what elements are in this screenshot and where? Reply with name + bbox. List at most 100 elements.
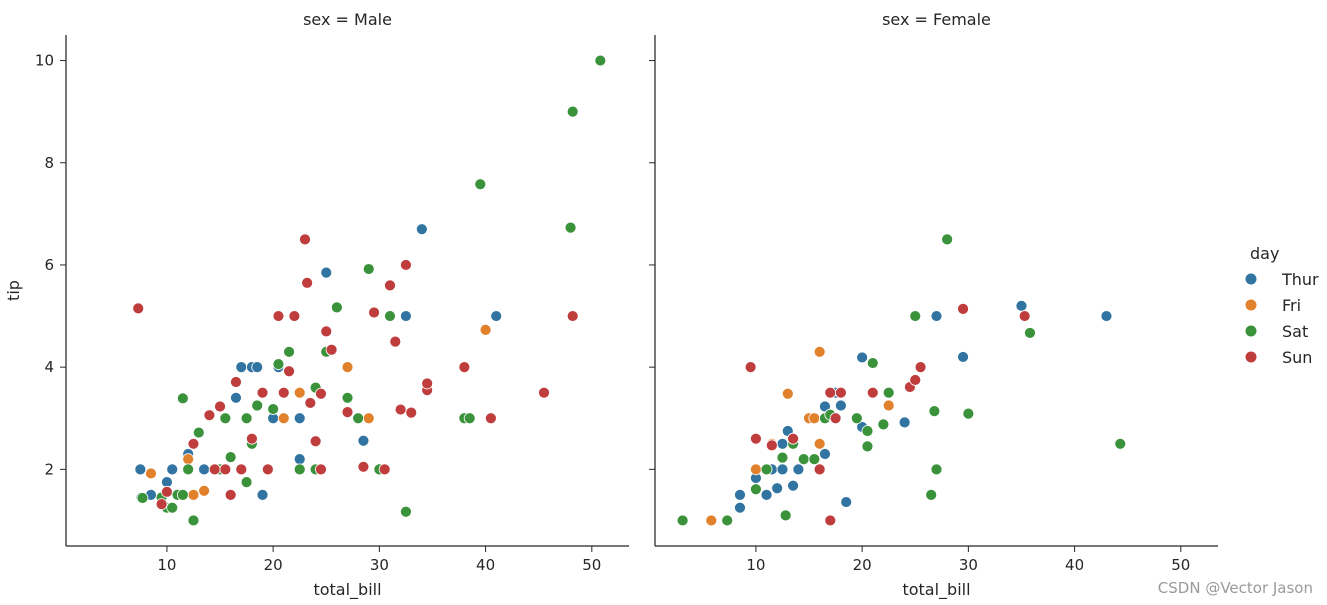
data-point-sat	[760, 463, 773, 476]
data-point-sat	[909, 310, 922, 322]
data-point-sun	[405, 406, 418, 419]
data-point-sat	[176, 488, 189, 501]
data-point-sat	[219, 412, 232, 425]
data-point-sat	[797, 453, 810, 466]
data-point-thur	[400, 310, 412, 322]
x-tick-label: 10	[157, 556, 176, 574]
data-point-sun	[256, 386, 269, 399]
data-point-fri	[293, 386, 306, 399]
x-tick-label: 10	[746, 556, 765, 574]
data-point-thur	[771, 482, 784, 495]
data-point-thur	[930, 310, 943, 322]
data-point-sun	[203, 409, 216, 422]
x-tick-label: 20	[264, 556, 283, 574]
data-point-sun	[214, 400, 226, 413]
data-point-sun	[458, 361, 471, 374]
panel-sex-male: sex = Male 10 20 30 40 50 2 4 6 8 10 total_bill tip	[4, 10, 629, 600]
x-tick-label: 30	[370, 556, 389, 574]
data-point-sun	[208, 463, 221, 476]
data-point-fri	[187, 488, 200, 501]
data-point-thur	[198, 463, 210, 476]
panel-sex-female: sex = Female 10 20 30 40 50 total_bill	[649, 10, 1218, 600]
data-point-sat	[240, 412, 253, 425]
data-point-sat	[776, 451, 789, 464]
data-point-sun	[866, 386, 879, 399]
data-point-sat	[594, 54, 607, 67]
x-tick-label: 40	[476, 556, 495, 574]
data-point-fri	[362, 412, 375, 425]
data-point-sat	[341, 391, 354, 404]
x-tick-label: 50	[1171, 556, 1190, 574]
data-point-sat	[283, 345, 295, 358]
data-point-fri	[750, 463, 762, 476]
legend-marker-sat	[1244, 324, 1258, 338]
data-point-sat	[1024, 327, 1036, 339]
data-point-sat	[384, 310, 396, 322]
data-point-sun	[155, 498, 168, 510]
data-point-thur	[134, 463, 147, 476]
data-point-sat	[176, 392, 189, 405]
data-point-sat	[330, 301, 343, 314]
data-point-thur	[819, 448, 831, 460]
data-point-sun	[315, 463, 327, 476]
data-point-sun	[824, 514, 837, 527]
data-point-fri	[813, 437, 826, 450]
data-point-fri	[882, 399, 895, 412]
legend-entry-sat: Sat	[1244, 322, 1308, 341]
x-tick-label: 20	[853, 556, 872, 574]
data-point-sun	[538, 386, 550, 399]
data-point-sun	[132, 302, 145, 315]
data-point-sun	[320, 325, 333, 338]
data-point-sun	[829, 412, 842, 425]
data-point-sat	[267, 403, 280, 415]
data-point-thur	[898, 416, 911, 429]
data-point-fri	[182, 453, 195, 466]
data-point-fri	[145, 467, 157, 480]
data-point-sat	[750, 483, 762, 496]
data-point-sun	[400, 259, 412, 271]
legend-entry-thur: Thur	[1244, 270, 1319, 289]
data-point-sat	[463, 412, 476, 425]
data-point-sat	[362, 263, 375, 275]
data-point-sun	[421, 377, 434, 390]
data-point-thur	[734, 501, 746, 514]
x-axis-label: total_bill	[902, 580, 970, 600]
data-point-thur	[256, 488, 269, 501]
y-tick-label: 8	[44, 154, 54, 172]
data-point-sat	[808, 453, 821, 466]
data-point-sun	[813, 463, 826, 476]
x-tick-label: 50	[582, 556, 601, 574]
data-point-thur	[760, 488, 773, 501]
data-point-sun	[368, 306, 380, 319]
data-point-sat	[474, 178, 487, 191]
data-point-sat	[882, 386, 895, 399]
data-point-sat	[779, 509, 792, 522]
legend-entry-fri: Fri	[1244, 296, 1301, 315]
data-point-sun	[325, 343, 338, 356]
data-point-sun	[261, 463, 274, 476]
data-point-sun	[394, 403, 407, 416]
data-point-thur	[776, 463, 789, 476]
data-point-sat	[877, 418, 890, 431]
data-point-thur	[251, 361, 264, 374]
data-point-sun	[378, 463, 391, 476]
data-point-sun	[309, 435, 322, 448]
y-tick-label: 10	[35, 52, 54, 70]
data-point-sat	[962, 407, 975, 420]
x-tick-label: 30	[959, 556, 978, 574]
data-point-sun	[245, 432, 258, 445]
data-point-thur	[819, 400, 831, 413]
x-axis-label: total_bill	[313, 580, 381, 600]
data-point-thur	[792, 463, 805, 476]
data-point-sun	[235, 463, 248, 476]
data-point-thur	[856, 351, 869, 364]
data-point-sat	[136, 492, 149, 504]
data-point-sat	[293, 463, 306, 476]
data-point-thur	[293, 412, 306, 425]
data-point-thur	[166, 463, 179, 476]
data-point-fri	[781, 387, 794, 400]
data-point-thur	[490, 310, 503, 322]
data-point-sun	[765, 439, 778, 452]
